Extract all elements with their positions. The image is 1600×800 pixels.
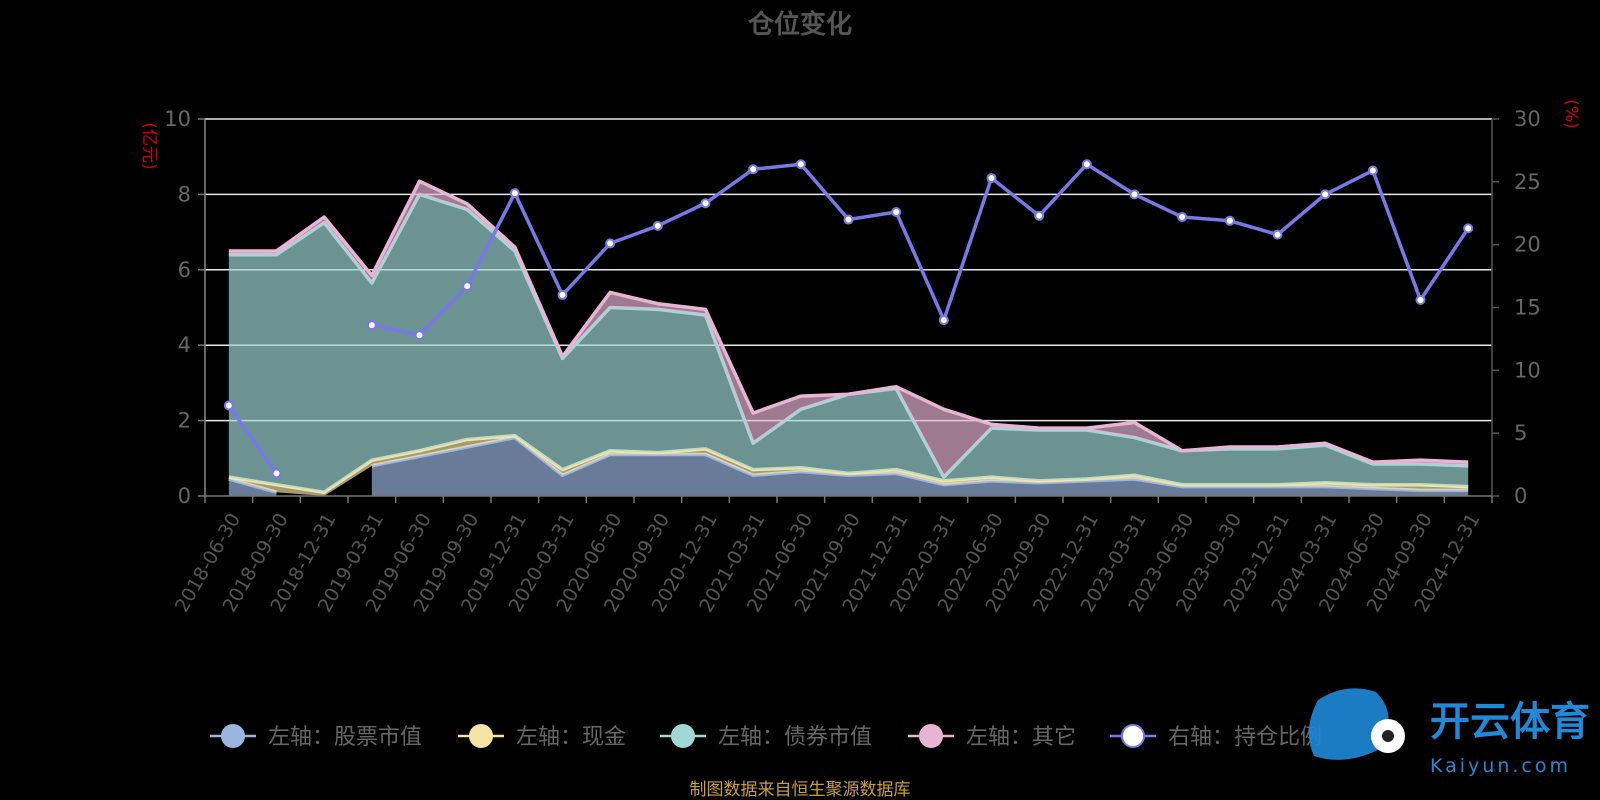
ratio-point (271, 468, 282, 479)
legend-item: 左轴：股票市值 (210, 724, 422, 750)
right-tick-label: 15 (1514, 296, 1541, 320)
ratio-point (605, 238, 616, 249)
ratio-line (223, 159, 1474, 479)
stacked-areas (228, 179, 1469, 496)
ratio-point (223, 400, 234, 411)
ratio-point (366, 320, 377, 331)
area-左轴：债券市值 (228, 194, 1469, 493)
legend-item: 左轴：债券市值 (660, 724, 872, 750)
watermark-logo: 开云体育 Kaiyun.com (1308, 688, 1590, 777)
left-tick-label: 8 (178, 182, 191, 206)
chart-title: 仓位变化 (747, 9, 852, 40)
right-tick-label: 30 (1514, 107, 1541, 131)
ratio-point (843, 214, 854, 225)
left-axis-unit: (亿元) (139, 122, 159, 169)
legend-marker (919, 724, 943, 748)
source-note: 制图数据来自恒生聚源数据库 (690, 780, 911, 800)
ratio-point (1415, 294, 1426, 305)
right-axis-unit: (%) (1561, 99, 1581, 128)
area-edge-左轴：其它 (228, 179, 1469, 464)
ratio-point (1081, 159, 1092, 170)
legend-label: 右轴：持仓比例 (1168, 725, 1322, 750)
legend-marker (671, 724, 695, 748)
left-tick-label: 6 (178, 258, 191, 282)
legend-item: 左轴：其它 (908, 724, 1076, 750)
legend-label: 左轴：股票市值 (268, 725, 422, 750)
legend-marker (1121, 724, 1145, 748)
ratio-point (1367, 165, 1378, 176)
right-tick-label: 5 (1514, 421, 1527, 445)
ratio-point (795, 159, 806, 170)
area-左轴：股票市值 (371, 437, 1469, 496)
ratio-point (462, 281, 473, 292)
left-tick-label: 0 (178, 484, 191, 508)
ratio-point (1034, 210, 1045, 221)
ratio-point (700, 198, 711, 209)
ratio-point (891, 206, 902, 217)
ratio-point (986, 173, 997, 184)
right-tick-label: 0 (1514, 484, 1527, 508)
legend-label: 左轴：其它 (966, 725, 1076, 750)
legend: 左轴：股票市值 左轴：现金 左轴：债券市值 左轴：其它 右轴：持仓比例 (210, 724, 1322, 750)
legend-item: 左轴：现金 (458, 724, 626, 750)
ratio-point (509, 188, 520, 199)
right-tick-label: 25 (1514, 170, 1541, 194)
ratio-point (414, 330, 425, 341)
legend-marker (221, 724, 245, 748)
left-tick-label: 2 (178, 409, 191, 433)
ratio-line-path (371, 162, 1470, 337)
right-tick-label: 20 (1514, 233, 1541, 257)
ratio-point (1177, 212, 1188, 223)
watermark-cn: 开云体育 (1430, 699, 1590, 745)
ratio-point (1224, 215, 1235, 226)
ratio-point (1463, 223, 1474, 234)
ratio-point (1272, 229, 1283, 240)
left-tick-label: 10 (164, 107, 191, 131)
ratio-point (938, 315, 949, 326)
ratio-point (748, 164, 759, 175)
right-tick-label: 10 (1514, 358, 1541, 382)
left-tick-label: 4 (178, 333, 191, 357)
ratio-point (1129, 189, 1140, 200)
watermark-en: Kaiyun.com (1430, 755, 1571, 777)
ratio-point (652, 220, 663, 231)
legend-label: 左轴：现金 (516, 725, 626, 750)
legend-label: 左轴：债券市值 (718, 725, 872, 750)
ratio-point (557, 289, 568, 300)
ratio-line-path (227, 404, 278, 475)
ratio-point (1320, 189, 1331, 200)
legend-marker (469, 724, 493, 748)
legend-item: 右轴：持仓比例 (1110, 724, 1322, 750)
